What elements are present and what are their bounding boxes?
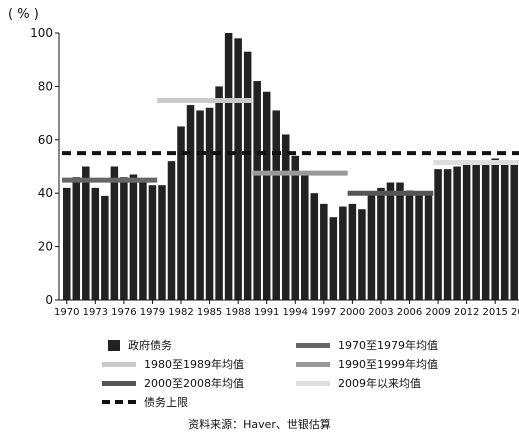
x-tick-label: 1991 — [254, 307, 279, 318]
x-tick-label: 1994 — [283, 307, 308, 318]
bar — [110, 166, 119, 300]
legend-item-avg-since-2009: 2009年以来均值 — [296, 375, 421, 391]
bar — [243, 51, 252, 300]
bar — [139, 179, 147, 300]
bar — [177, 126, 185, 300]
y-axis: 0 20 40 60 80 100 — [30, 26, 60, 307]
bar — [367, 193, 376, 300]
x-axis: 1970 1973 1976 1979 1982 1985 1988 1991 1994 1997… — [54, 299, 519, 318]
bar — [510, 163, 518, 300]
source-note: 资料来源：Haver、世银估算 — [188, 418, 331, 431]
bar — [405, 190, 414, 300]
x-tick-label: 2012 — [454, 307, 479, 318]
legend-label: 1970至1979年均值 — [338, 339, 438, 352]
bar — [386, 182, 395, 300]
legend-swatch — [108, 339, 120, 351]
legend-swatch — [296, 380, 330, 386]
legend-label: 2009年以来均值 — [338, 377, 421, 390]
bar — [481, 163, 490, 300]
bar — [72, 177, 81, 300]
legend-item-avg-1990s: 1990至1999年均值 — [296, 356, 438, 372]
y-tick-label: 100 — [30, 26, 53, 40]
legend-swatch — [102, 400, 136, 404]
bar — [196, 110, 204, 301]
x-tick-label: 1982 — [168, 307, 193, 318]
bar — [167, 161, 176, 300]
legend-item-avg-2000s: 2000至2008年均值 — [102, 375, 244, 391]
legend-swatch — [296, 342, 330, 348]
x-tick-label: 2009 — [425, 307, 450, 318]
bar — [129, 174, 138, 300]
x-tick-label: 1997 — [311, 307, 336, 318]
y-tick-label: 40 — [38, 186, 53, 200]
bar — [443, 169, 452, 300]
bar — [205, 107, 214, 300]
legend-label: 债务上限 — [144, 396, 188, 409]
x-tick-label: 2018 — [511, 307, 519, 318]
bar — [91, 187, 100, 300]
x-tick-label: 1976 — [111, 307, 136, 318]
bar — [291, 155, 300, 300]
bar — [186, 105, 195, 300]
bar — [329, 217, 338, 300]
legend-label: 2000至2008年均值 — [144, 377, 244, 390]
legend-item-government-debt: 政府债务 — [108, 337, 172, 353]
legend-item-avg-1980s: 1980至1989年均值 — [102, 356, 244, 372]
bar — [148, 185, 157, 300]
bar — [320, 203, 328, 300]
bar — [101, 195, 109, 300]
legend-label: 1980至1989年均值 — [144, 358, 244, 371]
legend-swatch — [102, 361, 136, 367]
legend-swatch — [102, 380, 136, 386]
bar — [63, 187, 71, 300]
bar — [253, 81, 261, 300]
x-tick-label: 1970 — [54, 307, 79, 318]
x-tick-label: 1973 — [83, 307, 108, 318]
x-tick-label: 2006 — [397, 307, 422, 318]
y-tick-label: 60 — [38, 133, 53, 147]
y-tick-label: 20 — [38, 240, 53, 254]
bar — [424, 193, 433, 300]
bar — [500, 163, 509, 300]
bar — [82, 166, 90, 300]
legend-item-debt-ceiling: 债务上限 — [102, 394, 188, 410]
bar — [339, 206, 347, 300]
x-tick-label: 1988 — [225, 307, 250, 318]
bar — [348, 203, 357, 300]
legend-item-avg-1970s: 1970至1979年均值 — [296, 337, 438, 353]
bar — [158, 185, 166, 300]
bar — [215, 86, 223, 301]
bar — [262, 91, 271, 301]
bar — [272, 110, 280, 301]
x-tick-label: 1979 — [140, 307, 165, 318]
bar — [396, 182, 404, 300]
x-tick-label: 2003 — [368, 307, 393, 318]
x-tick-label: 1985 — [197, 307, 222, 318]
bar — [234, 38, 242, 301]
bar — [377, 187, 385, 300]
x-tick-label: 2000 — [340, 307, 365, 318]
average-lines — [62, 98, 519, 196]
x-tick-label: 2015 — [482, 307, 507, 318]
bar — [301, 174, 309, 300]
legend-swatch — [296, 361, 330, 367]
y-tick-label: 0 — [45, 293, 53, 307]
bar — [120, 177, 128, 300]
bar — [472, 163, 480, 300]
y-unit-label: ( % ) — [8, 7, 39, 22]
bar — [415, 193, 423, 300]
legend-label: 政府债务 — [128, 339, 172, 352]
bars — [63, 33, 518, 301]
bar — [453, 166, 461, 300]
legend-label: 1990至1999年均值 — [338, 358, 438, 371]
bar — [491, 158, 499, 300]
bar — [358, 209, 366, 300]
bar — [281, 134, 290, 300]
bar — [462, 163, 471, 300]
bar — [310, 193, 319, 300]
bar — [434, 169, 442, 300]
bar — [224, 33, 233, 300]
y-tick-label: 80 — [38, 79, 53, 93]
